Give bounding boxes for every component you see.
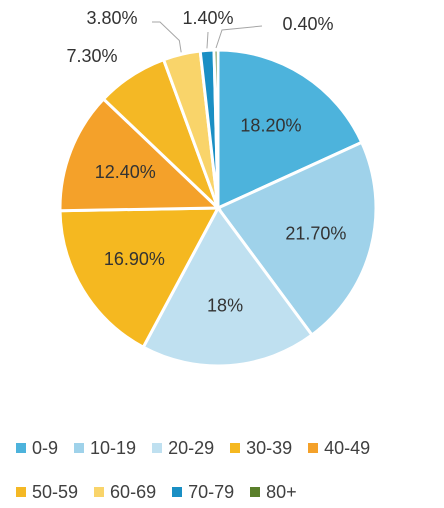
legend-swatch [94, 487, 105, 497]
data-label-60-69: 3.80% [86, 8, 137, 28]
pie-slices [58, 48, 378, 368]
legend-item-40-49: 40-49 [308, 438, 370, 459]
legend-row: 0-9 10-19 20-29 30-39 40-49 [16, 436, 386, 460]
legend-row: 50-59 60-69 70-79 80+ [16, 480, 313, 504]
data-label-30-39: 16.90% [104, 249, 165, 269]
pie-slice-80+ [212, 48, 220, 209]
legend-label: 0-9 [32, 437, 59, 458]
leader-lines [152, 21, 263, 53]
legend-swatch [16, 443, 26, 453]
legend-label: 60-69 [110, 481, 157, 502]
data-label-50-59: 7.30% [66, 46, 117, 66]
pie-slice-40-49 [58, 96, 222, 213]
legend-swatch [74, 443, 85, 453]
leader-line-70-79 [206, 31, 209, 49]
data-label-80+: 0.40% [282, 14, 333, 34]
legend-label: 20-29 [168, 437, 215, 458]
legend-swatch [16, 487, 26, 497]
data-label-10-19: 21.70% [285, 223, 346, 243]
legend-label: 50-59 [32, 481, 79, 502]
legend-item-30-39: 30-39 [230, 438, 292, 459]
data-label-0-9: 18.20% [240, 116, 301, 136]
legend-item-50-59: 50-59 [16, 482, 78, 503]
legend-swatch [172, 487, 183, 497]
legend-label: 70-79 [188, 481, 235, 502]
data-label-20-29: 18% [207, 296, 243, 316]
leader-line-60-69 [152, 21, 182, 53]
pie-slice-20-29 [141, 205, 315, 368]
legend-item-60-69: 60-69 [94, 482, 156, 503]
pie-slice-0-9 [216, 48, 364, 211]
data-labels: 18.20% 21.70% 18% 16.90% 12.40% 7.30% 3.80% 1.4… [66, 8, 346, 316]
legend-label: 40-49 [324, 437, 371, 458]
legend-item-70-79: 70-79 [172, 482, 234, 503]
pie-slice-30-39 [58, 206, 221, 350]
legend-swatch [230, 443, 241, 453]
legend-item-20-29: 20-29 [152, 438, 214, 459]
legend-label: 80+ [266, 481, 297, 502]
legend-swatch [152, 443, 163, 453]
pie-slice-10-19 [215, 140, 378, 338]
legend-swatch [250, 487, 261, 497]
legend-item-0-9: 0-9 [16, 438, 58, 459]
pie-chart: 18.20% 21.70% 18% 16.90% 12.40% 7.30% 3.80% 1.4… [58, 8, 378, 368]
legend-item-10-19: 10-19 [74, 438, 136, 459]
legend-label: 10-19 [90, 437, 137, 458]
data-label-70-79: 1.40% [182, 8, 233, 28]
legend-swatch [308, 443, 319, 453]
leader-line-80+ [215, 25, 263, 49]
legend-item-80+: 80+ [250, 482, 297, 503]
legend-label: 30-39 [246, 437, 293, 458]
data-label-40-49: 12.40% [95, 162, 156, 182]
